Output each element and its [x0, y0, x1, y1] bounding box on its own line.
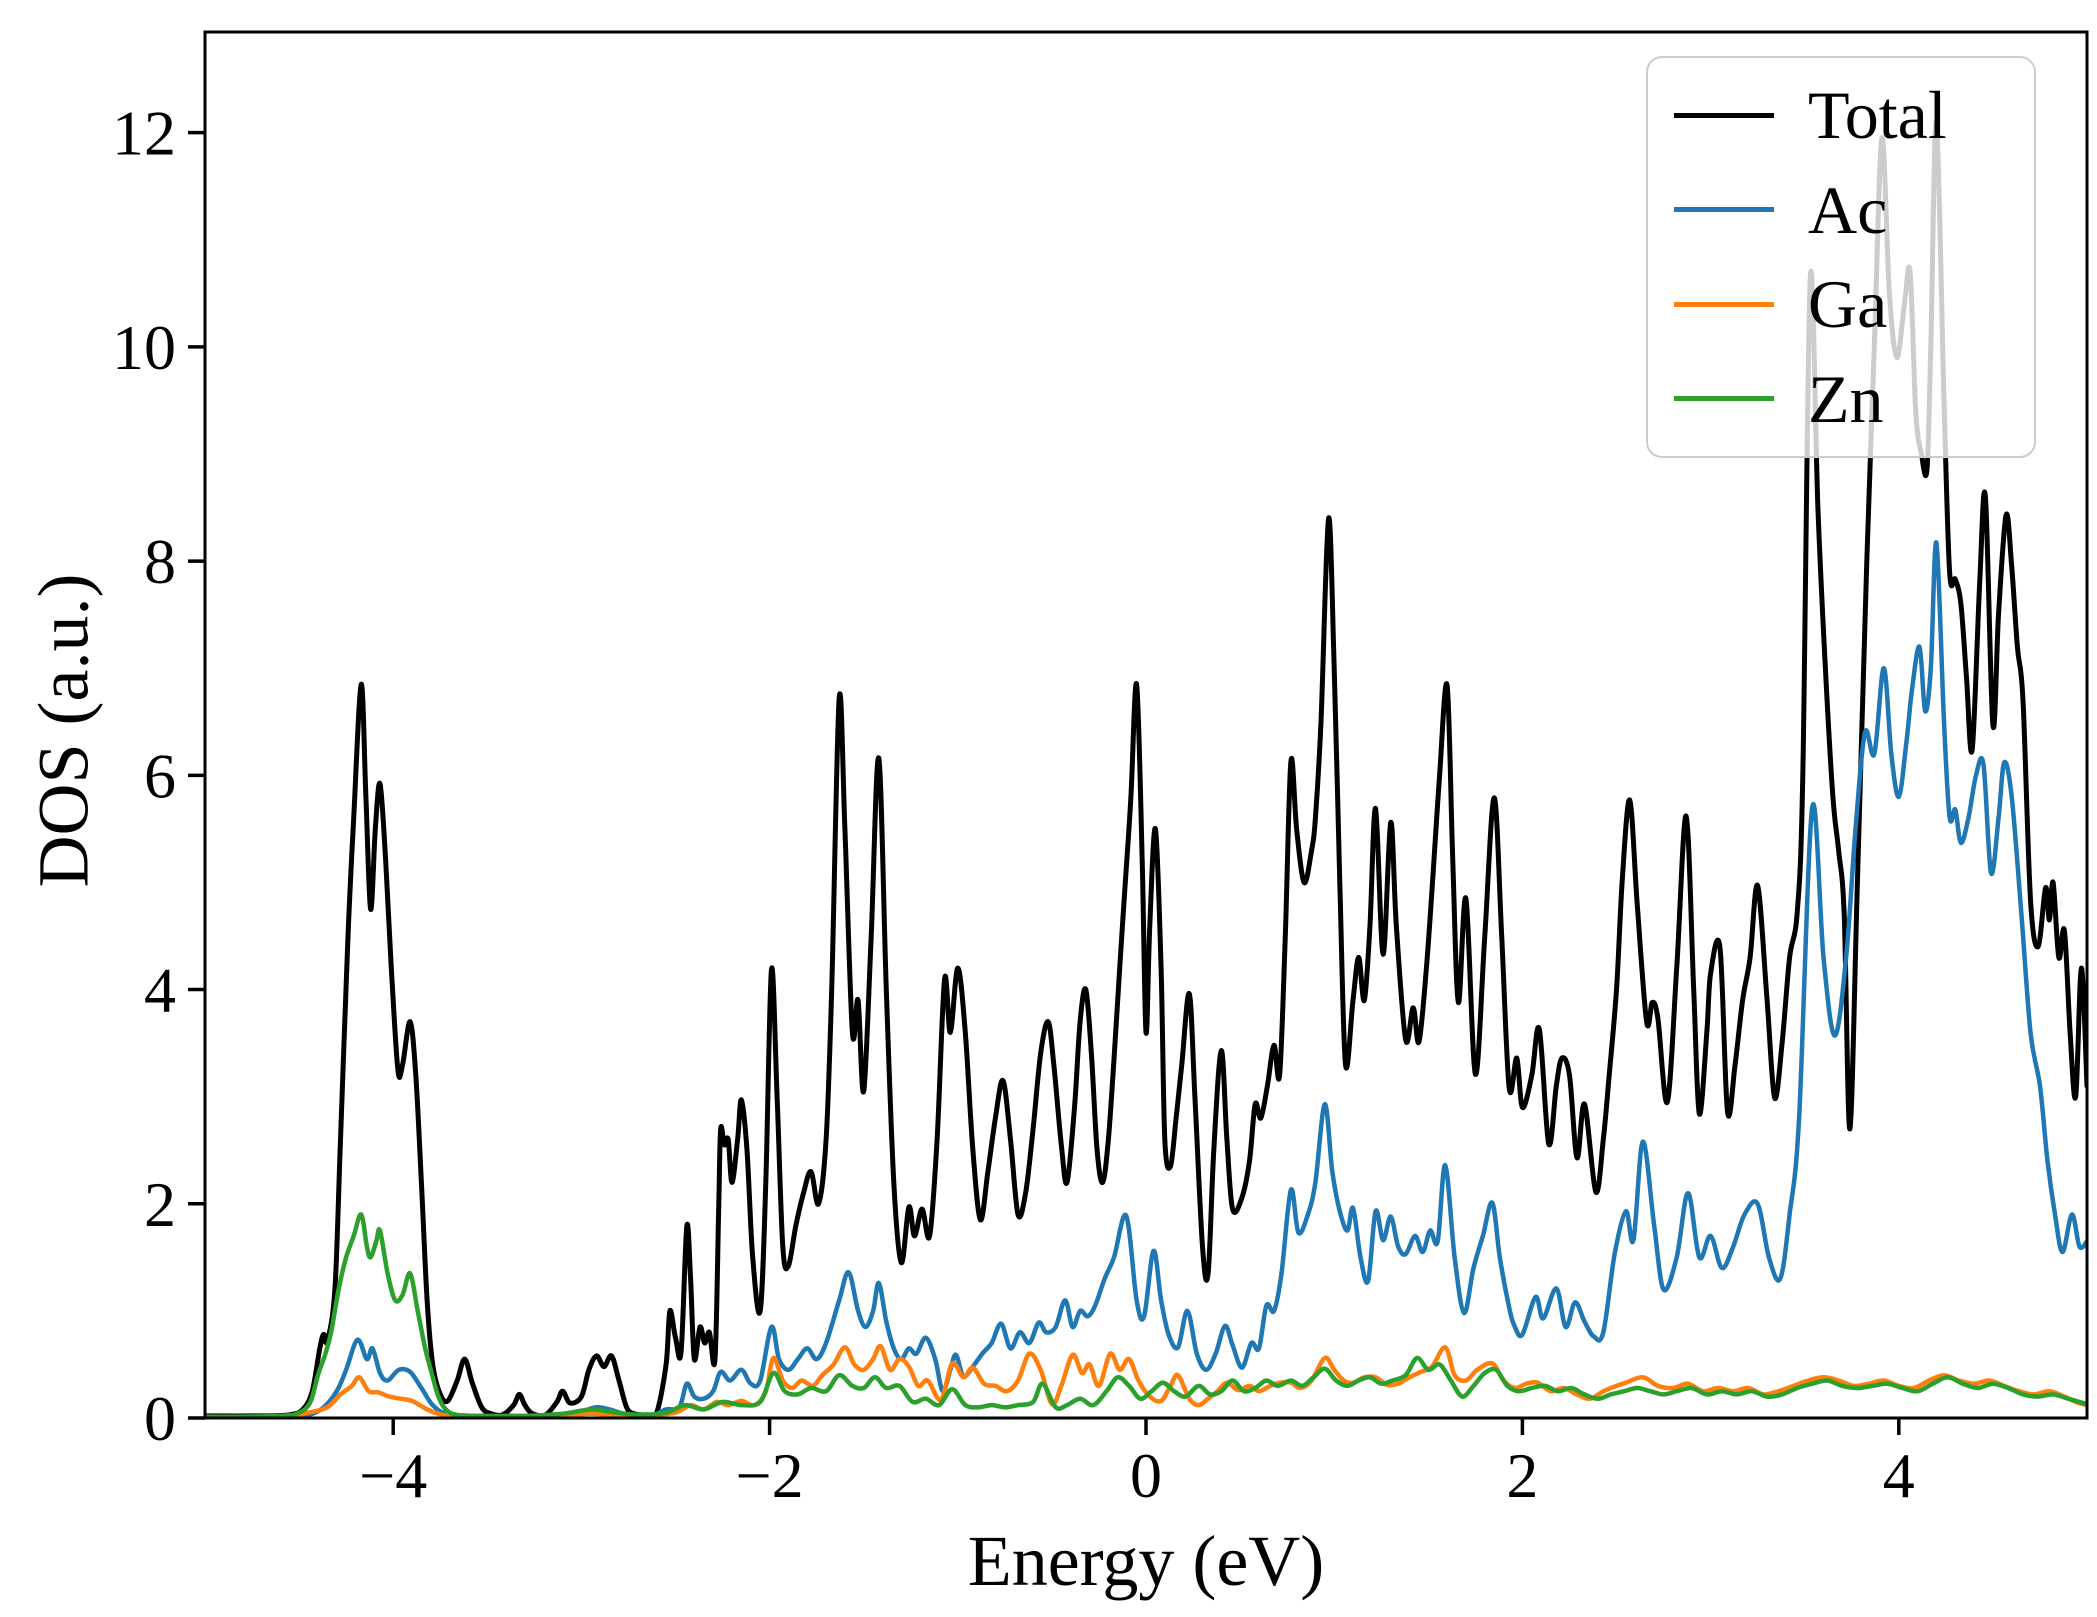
- y-tick-label-2: 2: [144, 1169, 176, 1240]
- total-line-swatch: [1674, 112, 1774, 118]
- y-tick-label-12: 12: [112, 98, 176, 169]
- ga-dos-curve: [205, 1343, 2087, 1418]
- legend-label-zn: Zn: [1808, 360, 1884, 437]
- legend-box: Total Ac Ga Zn: [1646, 56, 2036, 458]
- x-tick-label-2: 2: [1506, 1440, 1538, 1511]
- y-tick-label-4: 4: [144, 955, 176, 1026]
- y-tick-label-8: 8: [144, 526, 176, 597]
- ac-dos-curve: [205, 540, 2087, 1418]
- legend-item-total: Total: [1674, 68, 2034, 163]
- legend-item-ac: Ac: [1674, 163, 2034, 258]
- ac-line-swatch: [1674, 207, 1774, 213]
- x-tick-label--2: −2: [736, 1440, 804, 1511]
- y-tick-label-10: 10: [112, 312, 176, 383]
- legend-item-zn: Zn: [1674, 352, 2034, 447]
- x-tick-label-4: 4: [1883, 1440, 1915, 1511]
- y-tick-label-6: 6: [144, 740, 176, 811]
- y-tick-label-0: 0: [144, 1383, 176, 1454]
- legend-item-ga: Ga: [1674, 257, 2034, 352]
- x-axis-title: Energy (eV): [967, 1521, 1325, 1601]
- x-tick-label-0: 0: [1130, 1440, 1162, 1511]
- zn-dos-curve: [205, 1212, 2087, 1418]
- ga-line-swatch: [1674, 301, 1774, 307]
- legend-label-ac: Ac: [1808, 171, 1888, 248]
- legend-label-ga: Ga: [1808, 266, 1888, 343]
- y-axis-title: DOS (a.u.): [23, 573, 104, 888]
- x-tick-label--4: −4: [359, 1440, 427, 1511]
- zn-line-swatch: [1674, 396, 1774, 402]
- legend-label-total: Total: [1808, 77, 1947, 154]
